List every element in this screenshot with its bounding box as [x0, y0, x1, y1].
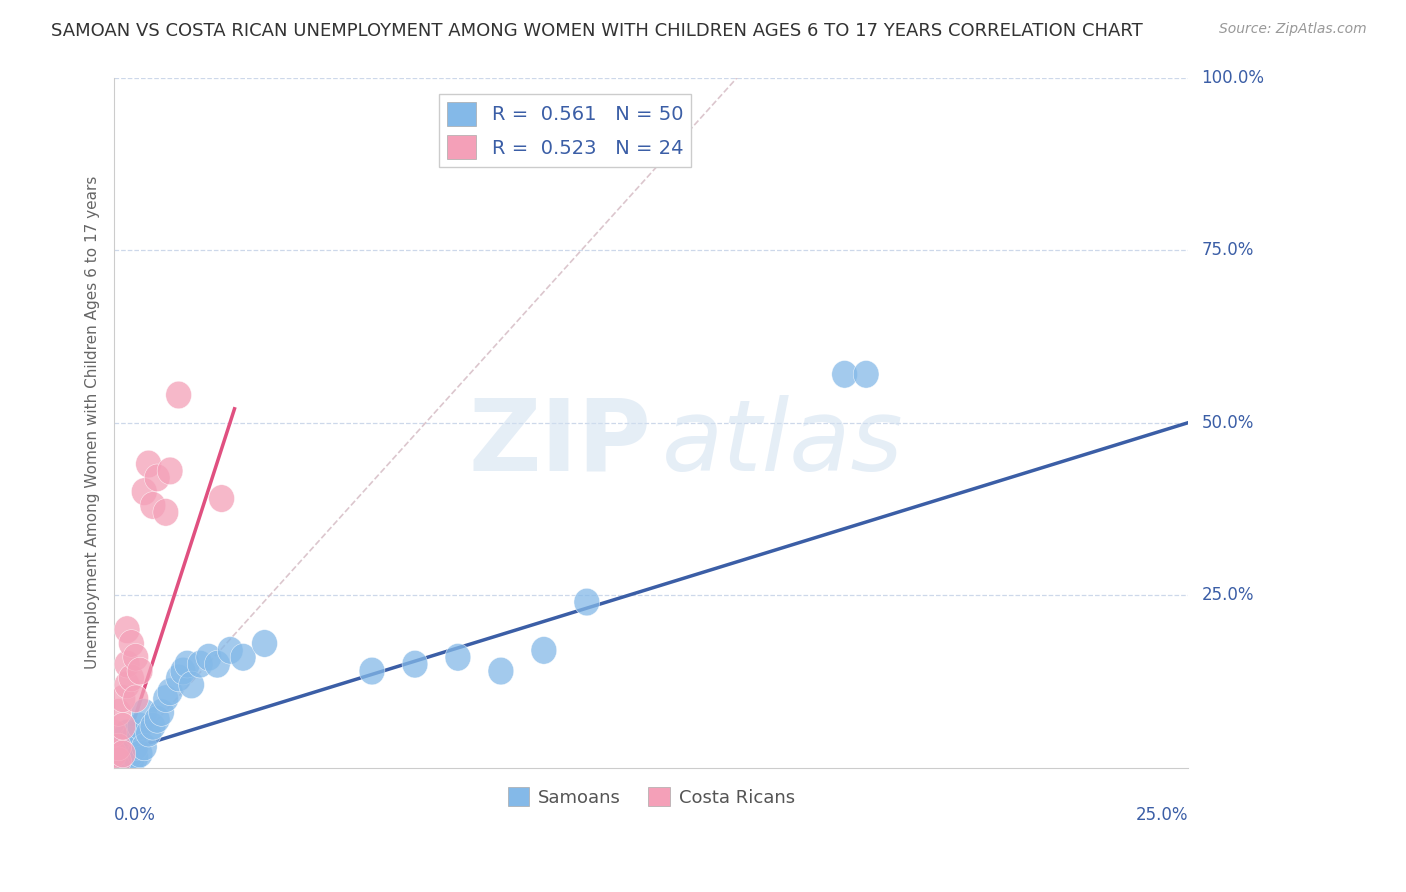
Ellipse shape	[166, 381, 191, 409]
Ellipse shape	[105, 740, 131, 768]
Ellipse shape	[101, 740, 127, 768]
Ellipse shape	[574, 588, 600, 615]
Ellipse shape	[114, 747, 141, 774]
Ellipse shape	[531, 637, 557, 665]
Ellipse shape	[131, 478, 157, 506]
Ellipse shape	[105, 737, 131, 764]
Text: 100.0%: 100.0%	[1201, 69, 1264, 87]
Ellipse shape	[187, 650, 214, 678]
Ellipse shape	[832, 360, 858, 388]
Ellipse shape	[118, 726, 145, 754]
Ellipse shape	[105, 747, 131, 774]
Ellipse shape	[122, 685, 149, 713]
Ellipse shape	[122, 719, 149, 747]
Ellipse shape	[110, 750, 135, 778]
Ellipse shape	[141, 713, 166, 740]
Ellipse shape	[174, 650, 200, 678]
Text: ZIP: ZIP	[468, 395, 651, 491]
Ellipse shape	[118, 740, 145, 768]
Ellipse shape	[195, 643, 222, 671]
Ellipse shape	[402, 650, 427, 678]
Ellipse shape	[170, 657, 195, 685]
Ellipse shape	[122, 733, 149, 761]
Ellipse shape	[122, 643, 149, 671]
Ellipse shape	[853, 360, 879, 388]
Ellipse shape	[114, 740, 141, 768]
Ellipse shape	[135, 719, 162, 747]
Ellipse shape	[101, 747, 127, 774]
Ellipse shape	[118, 747, 145, 774]
Legend: Samoans, Costa Ricans: Samoans, Costa Ricans	[501, 780, 803, 814]
Y-axis label: Unemployment Among Women with Children Ages 6 to 17 years: Unemployment Among Women with Children A…	[86, 176, 100, 669]
Ellipse shape	[488, 657, 513, 685]
Ellipse shape	[114, 733, 141, 761]
Ellipse shape	[110, 740, 135, 768]
Text: 75.0%: 75.0%	[1201, 241, 1254, 259]
Ellipse shape	[105, 747, 131, 774]
Ellipse shape	[446, 643, 471, 671]
Ellipse shape	[110, 726, 135, 754]
Ellipse shape	[114, 671, 141, 698]
Text: 25.0%: 25.0%	[1201, 586, 1254, 604]
Ellipse shape	[149, 698, 174, 726]
Ellipse shape	[110, 713, 135, 740]
Ellipse shape	[157, 678, 183, 706]
Text: 50.0%: 50.0%	[1201, 414, 1254, 432]
Ellipse shape	[105, 750, 131, 778]
Ellipse shape	[122, 744, 149, 772]
Text: atlas: atlas	[662, 395, 904, 491]
Text: Source: ZipAtlas.com: Source: ZipAtlas.com	[1219, 22, 1367, 37]
Ellipse shape	[145, 706, 170, 733]
Ellipse shape	[101, 740, 127, 768]
Text: SAMOAN VS COSTA RICAN UNEMPLOYMENT AMONG WOMEN WITH CHILDREN AGES 6 TO 17 YEARS : SAMOAN VS COSTA RICAN UNEMPLOYMENT AMONG…	[51, 22, 1142, 40]
Ellipse shape	[153, 685, 179, 713]
Ellipse shape	[208, 484, 235, 512]
Ellipse shape	[118, 665, 145, 692]
Ellipse shape	[153, 499, 179, 526]
Ellipse shape	[110, 733, 135, 761]
Text: 0.0%: 0.0%	[114, 805, 156, 823]
Ellipse shape	[118, 630, 145, 657]
Ellipse shape	[101, 719, 127, 747]
Ellipse shape	[157, 457, 183, 484]
Ellipse shape	[252, 630, 277, 657]
Ellipse shape	[127, 713, 153, 740]
Text: 25.0%: 25.0%	[1136, 805, 1188, 823]
Ellipse shape	[114, 719, 141, 747]
Ellipse shape	[110, 685, 135, 713]
Ellipse shape	[218, 637, 243, 665]
Ellipse shape	[131, 698, 157, 726]
Ellipse shape	[131, 733, 157, 761]
Ellipse shape	[127, 657, 153, 685]
Ellipse shape	[359, 657, 385, 685]
Ellipse shape	[114, 650, 141, 678]
Ellipse shape	[110, 740, 135, 768]
Ellipse shape	[135, 450, 162, 478]
Ellipse shape	[110, 747, 135, 774]
Ellipse shape	[231, 643, 256, 671]
Ellipse shape	[105, 744, 131, 772]
Ellipse shape	[166, 665, 191, 692]
Ellipse shape	[105, 698, 131, 726]
Ellipse shape	[114, 615, 141, 643]
Ellipse shape	[141, 491, 166, 519]
Ellipse shape	[179, 671, 204, 698]
Ellipse shape	[204, 650, 231, 678]
Ellipse shape	[105, 733, 131, 761]
Ellipse shape	[145, 464, 170, 491]
Ellipse shape	[127, 740, 153, 768]
